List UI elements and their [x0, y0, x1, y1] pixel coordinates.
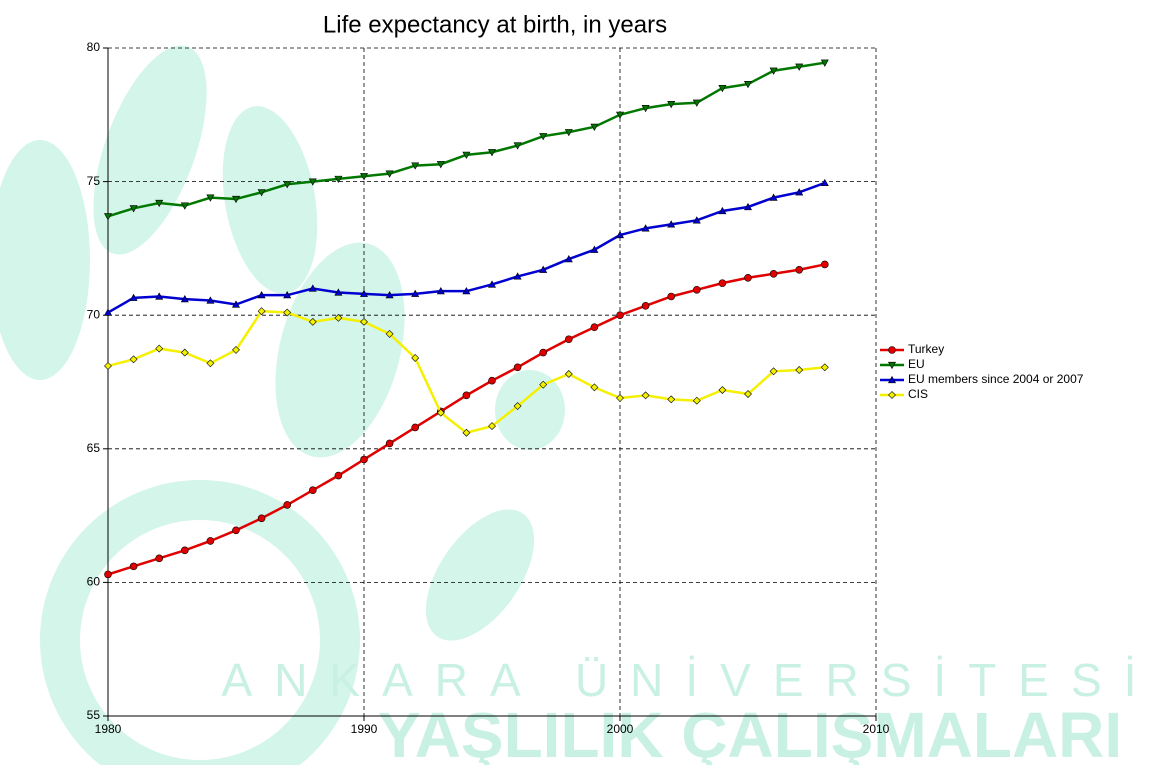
marker: [591, 324, 598, 331]
marker: [207, 537, 214, 544]
y-tick-label: 80: [87, 40, 101, 54]
series-line: [108, 63, 825, 217]
marker: [361, 456, 368, 463]
legend-label: EU members since 2004 or 2007: [908, 372, 1084, 386]
y-tick-label: 60: [87, 575, 101, 589]
series-line: [108, 311, 825, 433]
marker: [284, 501, 291, 508]
y-tick-label: 70: [87, 307, 101, 321]
marker: [386, 440, 393, 447]
marker: [514, 364, 521, 371]
legend-marker: [889, 392, 896, 399]
marker: [130, 356, 137, 363]
marker: [412, 424, 419, 431]
marker: [156, 345, 163, 352]
watermark: YAŞLILIK ÇALIŞMALARI: [378, 699, 1122, 765]
marker: [181, 349, 188, 356]
marker: [105, 362, 112, 369]
marker: [668, 293, 675, 300]
marker: [617, 395, 624, 402]
x-tick-label: 2010: [863, 722, 890, 736]
legend-label: Turkey: [908, 342, 944, 356]
legend-marker: [889, 347, 896, 354]
series-line: [108, 264, 825, 574]
x-tick-label: 1990: [351, 722, 378, 736]
marker: [463, 392, 470, 399]
marker: [642, 392, 649, 399]
x-tick-label: 1980: [95, 722, 122, 736]
marker: [821, 261, 828, 268]
marker: [770, 270, 777, 277]
marker: [489, 377, 496, 384]
marker: [181, 547, 188, 554]
x-tick-label: 2000: [607, 722, 634, 736]
marker: [233, 527, 240, 534]
marker: [796, 366, 803, 373]
marker: [719, 387, 726, 394]
marker: [796, 266, 803, 273]
chart-title: Life expectancy at birth, in years: [323, 11, 667, 38]
marker: [335, 472, 342, 479]
marker: [693, 286, 700, 293]
marker: [156, 555, 163, 562]
marker: [130, 563, 137, 570]
marker: [642, 302, 649, 309]
y-tick-label: 75: [87, 174, 101, 188]
marker: [565, 336, 572, 343]
marker: [309, 487, 316, 494]
marker: [693, 397, 700, 404]
marker: [668, 396, 675, 403]
legend-label: CIS: [908, 387, 928, 401]
marker: [617, 312, 624, 319]
marker: [258, 515, 265, 522]
y-tick-label: 65: [87, 441, 101, 455]
marker: [105, 571, 112, 578]
marker: [719, 280, 726, 287]
marker: [821, 364, 828, 371]
marker: [540, 349, 547, 356]
y-tick-label: 55: [87, 708, 101, 722]
marker: [745, 274, 752, 281]
chart: ANKARA ÜNİVERSİTESİ YAŞLILIK ÇALIŞMALARI…: [0, 0, 1170, 765]
legend-label: EU: [908, 357, 925, 371]
